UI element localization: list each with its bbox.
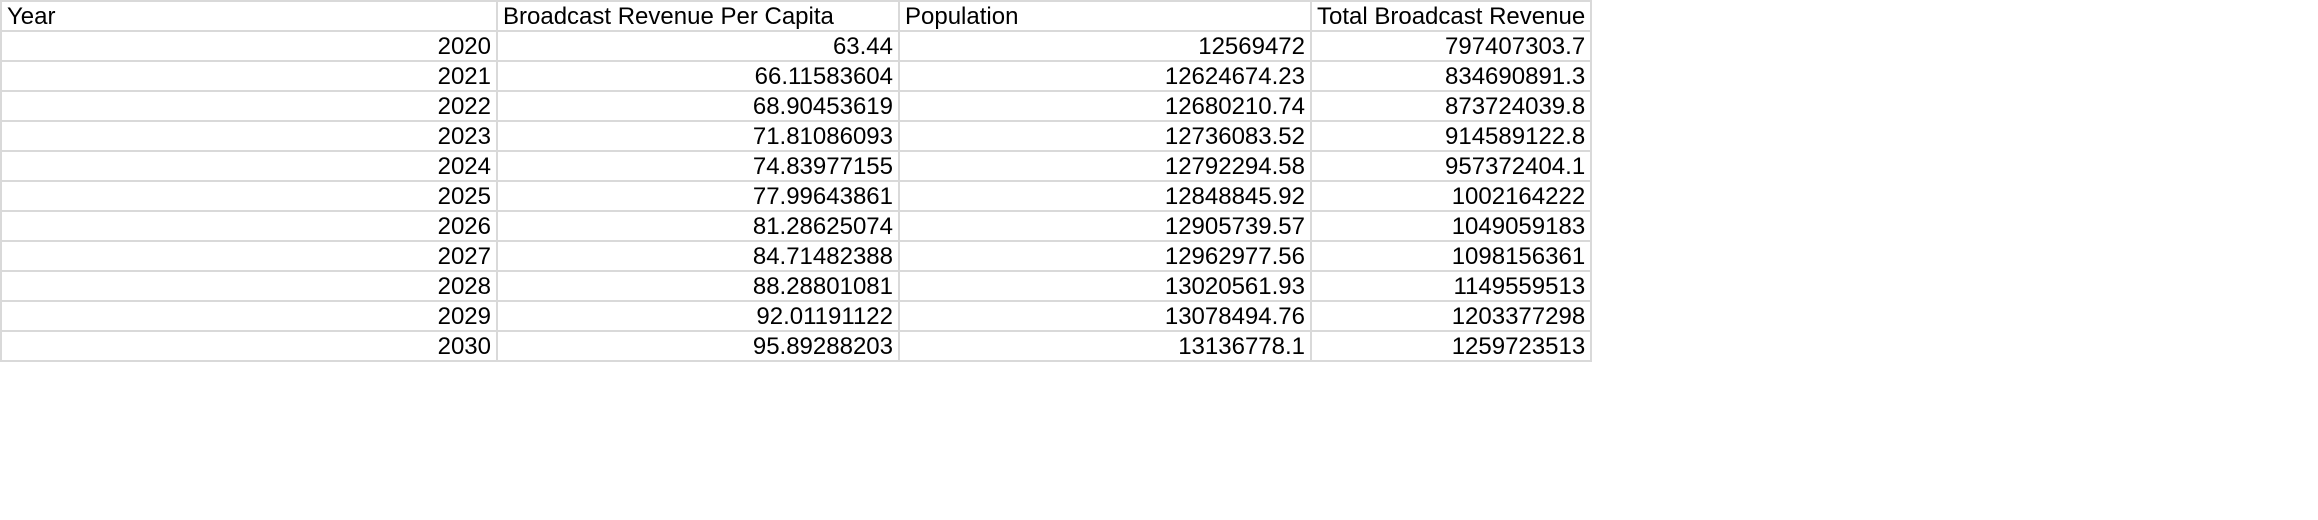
header-cell-total-broadcast-revenue[interactable]: Total Broadcast Revenue: [1311, 0, 1593, 32]
cell-total-revenue[interactable]: 1149559513: [1311, 271, 1593, 302]
cell-revenue-per-capita[interactable]: 68.90453619: [497, 91, 900, 122]
cell-total-revenue[interactable]: 834690891.3: [1311, 61, 1593, 92]
cell-year[interactable]: 2026: [0, 211, 498, 242]
cell-year[interactable]: 2027: [0, 241, 498, 272]
cell-population[interactable]: 12736083.52: [899, 121, 1312, 152]
cell-revenue-per-capita[interactable]: 95.89288203: [497, 331, 900, 362]
table-row: 2022 68.90453619 12680210.74 873724039.8: [0, 91, 1593, 122]
cell-revenue-per-capita[interactable]: 92.01191122: [497, 301, 900, 332]
cell-total-revenue[interactable]: 957372404.1: [1311, 151, 1593, 182]
cell-population[interactable]: 13136778.1: [899, 331, 1312, 362]
cell-population[interactable]: 12962977.56: [899, 241, 1312, 272]
table-row: 2027 84.71482388 12962977.56 1098156361: [0, 241, 1593, 272]
cell-year[interactable]: 2025: [0, 181, 498, 212]
table-row: 2029 92.01191122 13078494.76 1203377298: [0, 301, 1593, 332]
cell-total-revenue[interactable]: 914589122.8: [1311, 121, 1593, 152]
cell-year[interactable]: 2022: [0, 91, 498, 122]
cell-revenue-per-capita[interactable]: 66.11583604: [497, 61, 900, 92]
cell-revenue-per-capita[interactable]: 88.28801081: [497, 271, 900, 302]
cell-population[interactable]: 12848845.92: [899, 181, 1312, 212]
data-table: Year Broadcast Revenue Per Capita Popula…: [0, 0, 1593, 362]
cell-total-revenue[interactable]: 797407303.7: [1311, 31, 1593, 62]
cell-population[interactable]: 13020561.93: [899, 271, 1312, 302]
cell-year[interactable]: 2024: [0, 151, 498, 182]
table-row: 2025 77.99643861 12848845.92 1002164222: [0, 181, 1593, 212]
cell-population[interactable]: 12680210.74: [899, 91, 1312, 122]
cell-population[interactable]: 13078494.76: [899, 301, 1312, 332]
cell-total-revenue[interactable]: 1259723513: [1311, 331, 1593, 362]
table-row: 2020 63.44 12569472 797407303.7: [0, 31, 1593, 62]
table-row: 2024 74.83977155 12792294.58 957372404.1: [0, 151, 1593, 182]
cell-revenue-per-capita[interactable]: 77.99643861: [497, 181, 900, 212]
cell-year[interactable]: 2023: [0, 121, 498, 152]
header-cell-broadcast-revenue-per-capita[interactable]: Broadcast Revenue Per Capita: [497, 0, 900, 32]
cell-total-revenue[interactable]: 1049059183: [1311, 211, 1593, 242]
header-cell-year[interactable]: Year: [0, 0, 498, 32]
cell-revenue-per-capita[interactable]: 71.81086093: [497, 121, 900, 152]
cell-total-revenue[interactable]: 1203377298: [1311, 301, 1593, 332]
cell-total-revenue[interactable]: 873724039.8: [1311, 91, 1593, 122]
header-row: Year Broadcast Revenue Per Capita Popula…: [0, 0, 1593, 32]
cell-population[interactable]: 12905739.57: [899, 211, 1312, 242]
cell-year[interactable]: 2020: [0, 31, 498, 62]
header-cell-population[interactable]: Population: [899, 0, 1312, 32]
cell-revenue-per-capita[interactable]: 84.71482388: [497, 241, 900, 272]
cell-revenue-per-capita[interactable]: 81.28625074: [497, 211, 900, 242]
cell-year[interactable]: 2021: [0, 61, 498, 92]
table-row: 2021 66.11583604 12624674.23 834690891.3: [0, 61, 1593, 92]
cell-year[interactable]: 2028: [0, 271, 498, 302]
cell-revenue-per-capita[interactable]: 74.83977155: [497, 151, 900, 182]
table-row: 2023 71.81086093 12736083.52 914589122.8: [0, 121, 1593, 152]
table-row: 2026 81.28625074 12905739.57 1049059183: [0, 211, 1593, 242]
cell-total-revenue[interactable]: 1098156361: [1311, 241, 1593, 272]
table-row: 2030 95.89288203 13136778.1 1259723513: [0, 331, 1593, 362]
table-row: 2028 88.28801081 13020561.93 1149559513: [0, 271, 1593, 302]
cell-total-revenue[interactable]: 1002164222: [1311, 181, 1593, 212]
cell-year[interactable]: 2030: [0, 331, 498, 362]
cell-revenue-per-capita[interactable]: 63.44: [497, 31, 900, 62]
cell-population[interactable]: 12624674.23: [899, 61, 1312, 92]
cell-population[interactable]: 12792294.58: [899, 151, 1312, 182]
cell-year[interactable]: 2029: [0, 301, 498, 332]
cell-population[interactable]: 12569472: [899, 31, 1312, 62]
